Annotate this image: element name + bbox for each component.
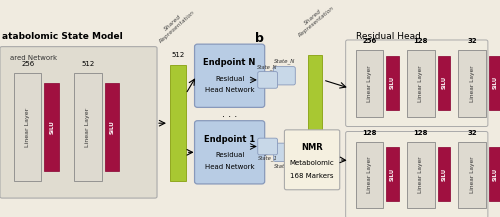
Text: 256: 256 (362, 38, 376, 44)
Text: 128: 128 (362, 130, 376, 136)
Text: . . .: . . . (222, 109, 237, 119)
Text: 512: 512 (171, 52, 184, 58)
Bar (458, 50, 486, 117)
Text: Residual: Residual (215, 76, 244, 82)
Text: Endpoint N: Endpoint N (204, 58, 256, 67)
Text: State_1: State_1 (274, 163, 295, 169)
Bar (438, 147, 450, 201)
FancyBboxPatch shape (274, 143, 295, 161)
Text: Residual Head: Residual Head (356, 32, 420, 41)
FancyBboxPatch shape (258, 138, 278, 155)
Bar (489, 56, 500, 110)
Text: 168 Markers: 168 Markers (290, 173, 334, 179)
Bar (489, 147, 500, 201)
Text: SiLU: SiLU (493, 76, 498, 89)
Text: Head Network: Head Network (205, 164, 254, 170)
FancyBboxPatch shape (194, 121, 264, 184)
Text: Shared
Representation: Shared Representation (294, 1, 336, 38)
Bar (407, 141, 434, 208)
Text: ared Network: ared Network (10, 55, 57, 61)
Text: SiLU: SiLU (50, 120, 54, 134)
Bar (170, 65, 186, 181)
Text: SiLU: SiLU (493, 168, 498, 181)
Bar (386, 147, 399, 201)
Text: State_N: State_N (274, 58, 295, 64)
Text: Linear Layer: Linear Layer (470, 65, 474, 102)
Text: b: b (255, 32, 264, 45)
Bar (386, 56, 399, 110)
Text: State_N: State_N (258, 64, 278, 70)
Text: NMR: NMR (301, 143, 323, 152)
Text: Linear Layer: Linear Layer (367, 156, 372, 193)
Text: 512: 512 (82, 61, 94, 67)
Text: atabolomic State Model: atabolomic State Model (2, 32, 122, 41)
Bar (44, 83, 60, 171)
Text: SiLU: SiLU (442, 76, 446, 89)
Text: State_1: State_1 (258, 156, 278, 161)
Text: 32: 32 (468, 38, 477, 44)
Text: 32: 32 (468, 130, 477, 136)
Bar (14, 73, 42, 181)
Text: Linear Layer: Linear Layer (25, 108, 30, 147)
Text: Linear Layer: Linear Layer (367, 65, 372, 102)
FancyBboxPatch shape (194, 44, 264, 107)
Text: SiLU: SiLU (390, 168, 395, 181)
FancyBboxPatch shape (0, 47, 157, 198)
Text: Metabolomic: Metabolomic (290, 160, 335, 166)
Text: Linear Layer: Linear Layer (470, 156, 474, 193)
Bar (356, 50, 383, 117)
FancyBboxPatch shape (258, 72, 278, 88)
Bar (74, 73, 102, 181)
Text: Head Network: Head Network (205, 87, 254, 93)
Text: Endpoint 1: Endpoint 1 (204, 135, 255, 144)
Text: Shared
Representation: Shared Representation (154, 5, 196, 44)
Text: 128: 128 (414, 38, 428, 44)
Text: Linear Layer: Linear Layer (418, 65, 423, 102)
FancyBboxPatch shape (284, 130, 340, 190)
FancyBboxPatch shape (274, 67, 295, 85)
Bar (458, 141, 486, 208)
Bar (308, 55, 322, 155)
Text: Linear Layer: Linear Layer (418, 156, 423, 193)
FancyBboxPatch shape (346, 40, 488, 127)
Text: SiLU: SiLU (442, 168, 446, 181)
FancyBboxPatch shape (346, 132, 488, 217)
Bar (407, 50, 434, 117)
Text: Residual: Residual (215, 152, 244, 158)
Text: 128: 128 (414, 130, 428, 136)
Text: SiLU: SiLU (110, 120, 114, 134)
Bar (356, 141, 383, 208)
Text: SiLU: SiLU (390, 76, 395, 89)
Bar (438, 56, 450, 110)
Bar (104, 83, 120, 171)
Text: 256: 256 (21, 61, 34, 67)
Text: Linear Layer: Linear Layer (86, 108, 90, 147)
